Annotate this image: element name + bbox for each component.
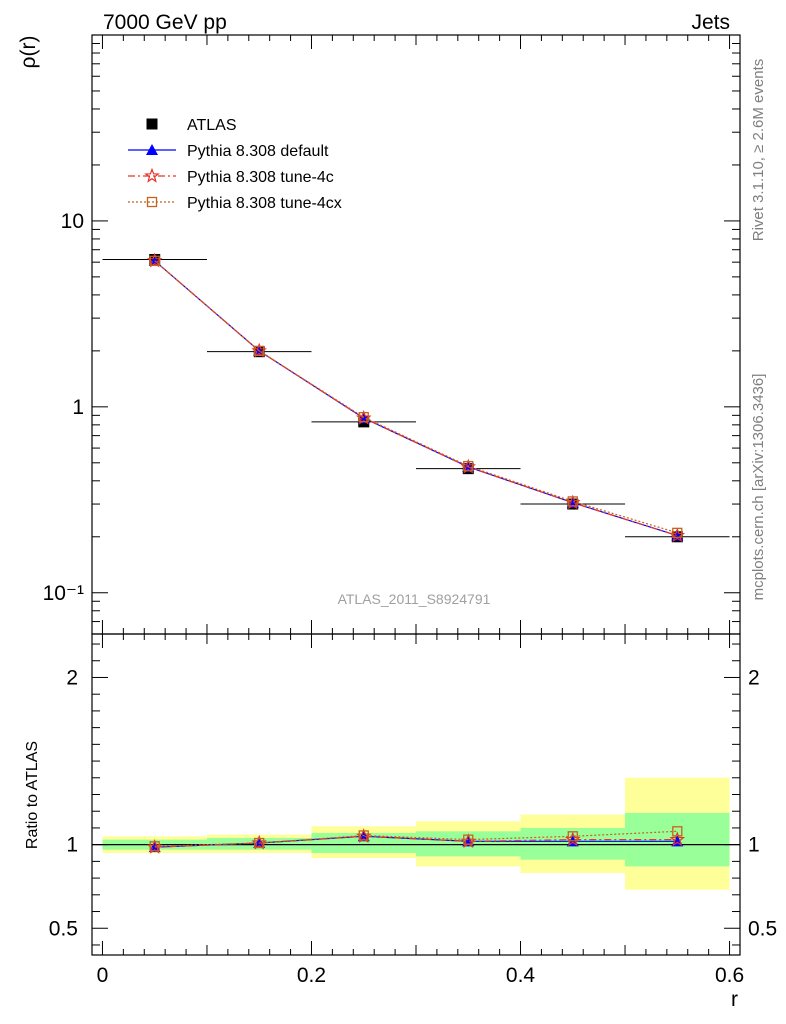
legend-marker <box>146 118 158 130</box>
ratio-panel: 0 0.2 0.4 0.6 0.5 0.5 1 1 2 2 <box>49 633 777 987</box>
ratio-series-line <box>154 835 678 848</box>
legend-marker <box>144 167 160 183</box>
legend-marker <box>146 144 158 155</box>
ratio-y-tick-label: 1 <box>66 834 78 857</box>
header-right: Jets <box>691 11 730 34</box>
legend-label: Pythia 8.308 default <box>187 143 329 160</box>
ratio-y-tick-label-right: 1 <box>748 834 760 857</box>
main-y-tick-label: 1 <box>72 396 84 419</box>
ratio-series-point <box>254 837 265 849</box>
legend-label: Pythia 8.308 tune-4cx <box>187 195 342 212</box>
ratio-series-point <box>669 831 686 847</box>
ratio-series-point <box>358 830 369 841</box>
ratio-series-point <box>149 841 160 852</box>
ratio-y-tick-label-right: 0.5 <box>748 917 777 940</box>
main-panel: 10⁻¹ 1 10 <box>43 34 741 635</box>
main-series-point <box>149 255 160 266</box>
main-series-point <box>672 527 683 538</box>
main-y-tick-label: 10 <box>61 210 84 233</box>
ratio-series-line <box>154 830 678 847</box>
x-axis-label: r <box>731 988 738 1011</box>
ratio-y-tick-label: 2 <box>66 666 78 689</box>
header-left: 7000 GeV pp <box>103 11 227 34</box>
ratio-y-axis-label: Ratio to ATLAS <box>24 741 41 849</box>
side-mcplots-label: mcplots.cern.ch [arXiv:1306.3436] <box>750 374 767 601</box>
watermark-label: ATLAS_2011_S8924791 <box>338 591 491 607</box>
ratio-series-point <box>463 834 474 845</box>
ratio-y-tick-label: 0.5 <box>49 917 78 940</box>
main-series-line <box>154 260 678 534</box>
legend-label: ATLAS <box>187 117 237 134</box>
main-y-axis-label: ρ(r) <box>17 36 40 69</box>
legend-label: Pythia 8.308 tune-4c <box>187 169 334 186</box>
ratio-y-tick-label-right: 2 <box>748 666 760 689</box>
x-tick-label: 0.4 <box>506 964 536 987</box>
main-series-point <box>463 460 474 472</box>
x-tick-label: 0 <box>97 964 109 987</box>
ratio-series-point <box>672 826 683 837</box>
main-y-tick-label: 10⁻¹ <box>43 582 84 605</box>
main-series-point <box>358 412 369 423</box>
ratio-series-point <box>567 831 578 842</box>
x-tick-label: 0.6 <box>715 964 744 987</box>
main-series-point <box>254 345 265 357</box>
legend-marker <box>146 196 158 208</box>
main-series-line <box>154 260 678 537</box>
x-tick-label: 0.2 <box>297 964 326 987</box>
legend: ATLAS Pythia 8.308 default Pythia 8.308 tu… <box>128 117 342 212</box>
main-series-point <box>567 496 578 507</box>
main-series-line <box>154 260 678 537</box>
side-rivet-label: Rivet 3.1.10, ≥ 2.6M events <box>750 59 767 242</box>
